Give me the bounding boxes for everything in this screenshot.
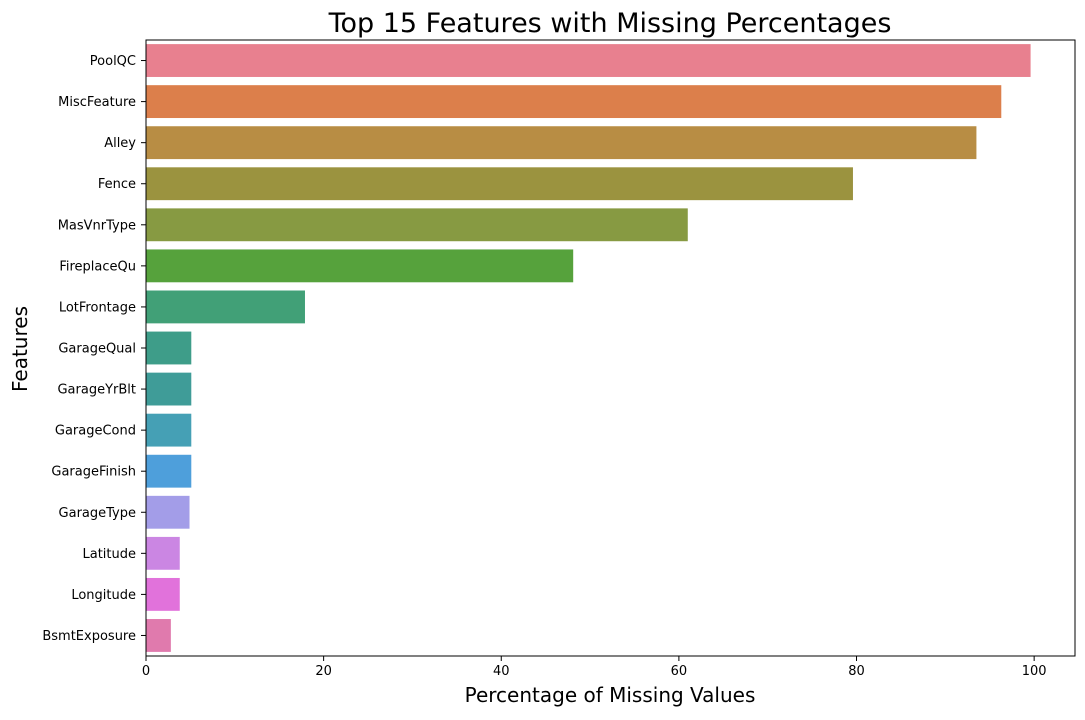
y-tick-label: Latitude — [82, 547, 136, 562]
bar-latitude — [146, 536, 180, 570]
bar-garageyrblt — [146, 372, 192, 406]
plot-frame — [145, 39, 1076, 657]
y-tick-label: GarageType — [59, 506, 136, 521]
x-tick-label: 80 — [848, 664, 865, 679]
x-tick-label: 20 — [315, 664, 332, 679]
bar-garagequal — [146, 331, 192, 365]
y-tick-label: PoolQC — [90, 54, 136, 69]
x-axis-title: Percentage of Missing Values — [465, 683, 756, 707]
y-tick-label: GarageQual — [58, 342, 136, 357]
y-tick-label: GarageCond — [55, 424, 136, 439]
bar-longitude — [146, 577, 180, 611]
x-tick-label: 0 — [142, 664, 150, 679]
bar-lotfrontage — [146, 290, 305, 324]
y-tick-label: MasVnrType — [58, 218, 136, 233]
bar-poolqc — [146, 44, 1031, 77]
y-axis-title: Features — [8, 306, 32, 392]
chart-title: Top 15 Features with Missing Percentages — [328, 8, 892, 39]
y-tick-label: GarageYrBlt — [57, 383, 136, 398]
bar-bsmtexposure — [146, 619, 171, 652]
y-tick-labels: PoolQC MiscFeature Alley Fence MasVnrType Fir… — [42, 54, 146, 644]
x-tick-label: 60 — [671, 664, 688, 679]
bar-garagetype — [146, 495, 190, 529]
bar-fireplacequ — [146, 249, 574, 283]
bars-layer — [146, 44, 1031, 652]
y-tick-label: MiscFeature — [58, 95, 136, 110]
bar-garagecond — [146, 413, 192, 447]
bar-garagefinish — [146, 454, 192, 488]
x-tick-label: 100 — [1022, 664, 1047, 679]
y-tick-label: GarageFinish — [51, 465, 136, 480]
y-tick-label: FireplaceQu — [59, 259, 136, 274]
y-tick-label: LotFrontage — [59, 300, 136, 315]
bar-miscfeature — [146, 85, 1002, 119]
y-tick-label: Alley — [104, 136, 136, 151]
x-tick-label: 40 — [493, 664, 510, 679]
x-ticks: 0 20 40 60 80 100 — [142, 656, 1047, 679]
y-tick-label: Fence — [98, 177, 136, 192]
y-tick-label: Longitude — [71, 588, 136, 603]
bar-masvnrtype — [146, 208, 688, 242]
bar-fence — [146, 167, 853, 201]
bar-alley — [146, 126, 977, 160]
y-tick-label: BsmtExposure — [42, 629, 136, 644]
